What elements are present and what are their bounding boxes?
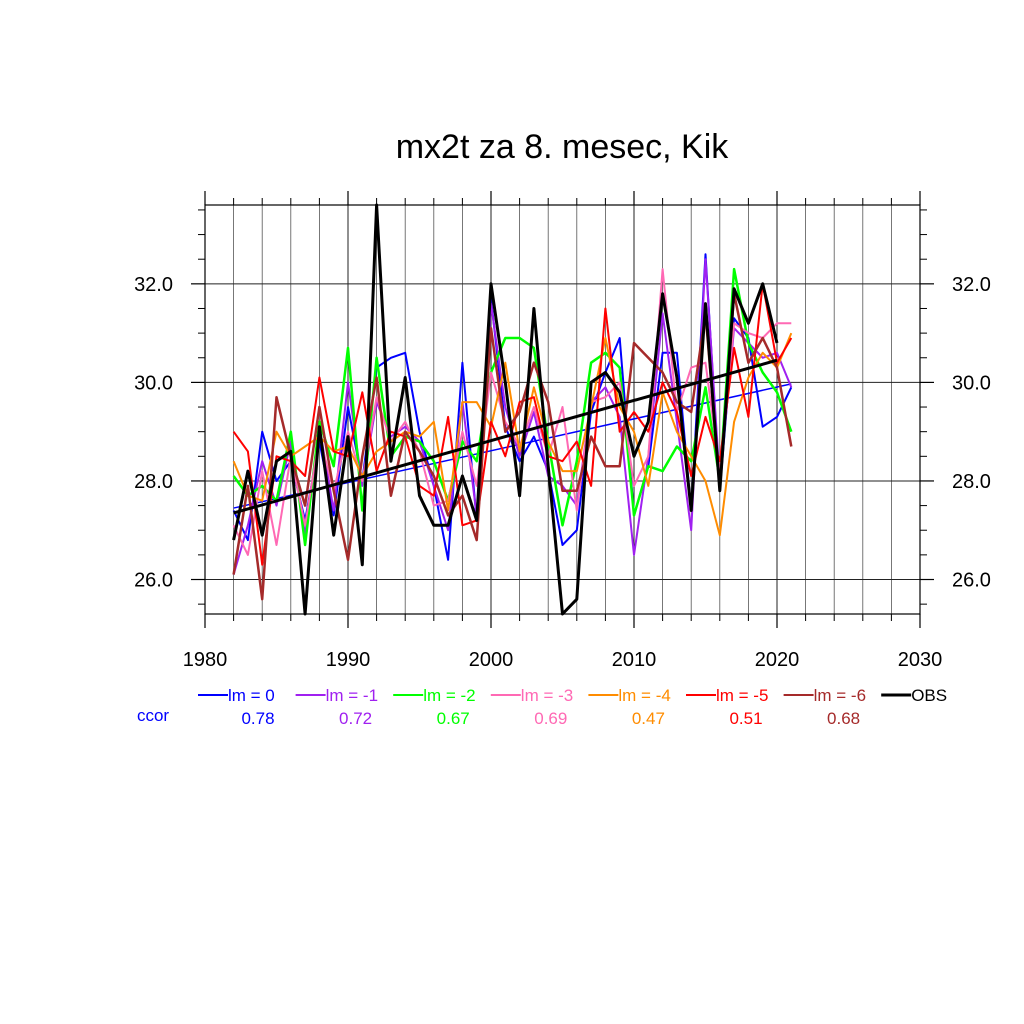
ccor-value: 0.67 [437,709,470,728]
x-tick-label: 2030 [898,649,943,671]
series-line-lm-6 [232,292,793,601]
x-tick-label: 2020 [755,649,800,671]
y-tick-label-right: 28.0 [952,471,991,493]
ccor-value: 0.69 [534,709,567,728]
grid [205,205,920,614]
y-tick-label-right: 32.0 [952,274,991,296]
x-tick-label: 1990 [326,649,371,671]
chart-title: mx2t za 8. mesec, Kik [396,128,730,166]
y-tick-label-left: 30.0 [134,372,173,394]
y-tick-label-left: 28.0 [134,471,173,493]
ccor-value: 0.78 [241,709,274,728]
trend-line-obs [233,358,778,515]
y-tick-label-left: 32.0 [134,274,173,296]
legend-label: lm = -5 [716,686,768,705]
ccor-value: 0.51 [729,709,762,728]
x-tick-label: 1980 [183,649,228,671]
plot-frame [204,204,921,615]
series-line-obs [232,203,779,616]
y-tick-label-left: 26.0 [134,570,173,592]
legend-label: lm = 0 [228,686,275,705]
y-tick-label-right: 30.0 [952,372,991,394]
legend-label: lm = -4 [618,686,670,705]
legend-label: lm = -3 [521,686,573,705]
legend: lm = 0 0.78 lm = -1 0.72 lm = -2 0.67 lm = -3 0… [137,686,947,728]
legend-label: lm = -6 [814,686,866,705]
legend-label: lm = -1 [326,686,378,705]
series-group [232,203,793,616]
axes: 1980 1990 2000 2010 2020 2030 26.0 26.0 28.0 28.0… [134,191,991,671]
ccor-value: 0.47 [632,709,665,728]
ccor-title: ccor [137,706,169,725]
x-tick-label: 2010 [612,649,657,671]
legend-label: lm = -2 [423,686,475,705]
x-tick-label: 2000 [469,649,514,671]
y-tick-label-right: 26.0 [952,570,991,592]
ccor-value: 0.68 [827,709,860,728]
legend-label: OBS [911,686,947,705]
ccor-value: 0.72 [339,709,372,728]
